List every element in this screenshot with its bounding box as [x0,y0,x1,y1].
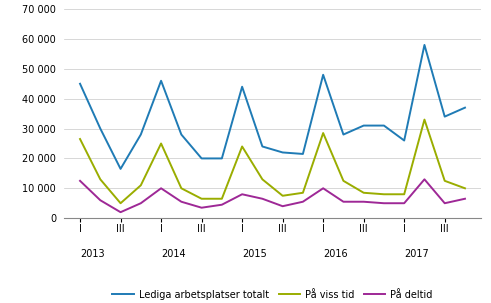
På viss tid [199,197,205,201]
På viss tid [381,192,387,196]
Lediga arbetsplatser totalt [340,133,346,136]
På viss tid [138,184,144,187]
Lediga arbetsplatser totalt [442,115,448,118]
På deltid [118,210,124,214]
På deltid [361,200,367,204]
På viss tid [239,145,245,148]
På deltid [97,198,103,202]
Lediga arbetsplatser totalt [158,79,164,83]
På viss tid [280,194,286,198]
På deltid [178,200,184,204]
På deltid [401,201,407,205]
Lediga arbetsplatser totalt [239,85,245,88]
Legend: Lediga arbetsplatser totalt, På viss tid, På deltid: Lediga arbetsplatser totalt, På viss tid… [109,286,436,303]
Line: Lediga arbetsplatser totalt: Lediga arbetsplatser totalt [80,45,465,169]
Lediga arbetsplatser totalt [320,73,326,77]
Lediga arbetsplatser totalt [421,43,427,47]
På viss tid [219,197,225,201]
På viss tid [300,191,306,195]
På deltid [239,192,245,196]
Lediga arbetsplatser totalt [118,167,124,171]
Lediga arbetsplatser totalt [97,127,103,130]
Lediga arbetsplatser totalt [401,139,407,142]
På viss tid [421,118,427,122]
Lediga arbetsplatser totalt [280,151,286,154]
Text: 2016: 2016 [323,249,348,259]
Text: 2015: 2015 [242,249,267,259]
På viss tid [178,186,184,190]
På deltid [219,203,225,207]
Lediga arbetsplatser totalt [199,157,205,160]
På viss tid [442,179,448,183]
På deltid [300,200,306,204]
På viss tid [401,192,407,196]
På viss tid [462,186,468,190]
På viss tid [97,178,103,181]
Lediga arbetsplatser totalt [219,157,225,160]
På deltid [340,200,346,204]
På deltid [320,186,326,190]
Lediga arbetsplatser totalt [178,133,184,136]
På viss tid [340,179,346,183]
Line: På deltid: På deltid [80,179,465,212]
På viss tid [320,131,326,135]
På deltid [381,201,387,205]
Lediga arbetsplatser totalt [361,124,367,127]
På viss tid [118,201,124,205]
Lediga arbetsplatser totalt [300,152,306,156]
På deltid [199,206,205,210]
Text: 2017: 2017 [404,249,429,259]
På deltid [462,197,468,201]
På viss tid [77,137,83,141]
Lediga arbetsplatser totalt [259,145,265,148]
På viss tid [361,191,367,195]
Line: På viss tid: På viss tid [80,120,465,203]
På deltid [77,179,83,183]
Text: 2013: 2013 [80,249,105,259]
På deltid [442,201,448,205]
Lediga arbetsplatser totalt [77,82,83,85]
Lediga arbetsplatser totalt [462,106,468,109]
På viss tid [158,142,164,145]
På deltid [158,186,164,190]
På deltid [421,178,427,181]
På deltid [280,205,286,208]
På deltid [259,197,265,201]
Text: 2014: 2014 [161,249,186,259]
Lediga arbetsplatser totalt [381,124,387,127]
Lediga arbetsplatser totalt [138,133,144,136]
På deltid [138,201,144,205]
På viss tid [259,178,265,181]
